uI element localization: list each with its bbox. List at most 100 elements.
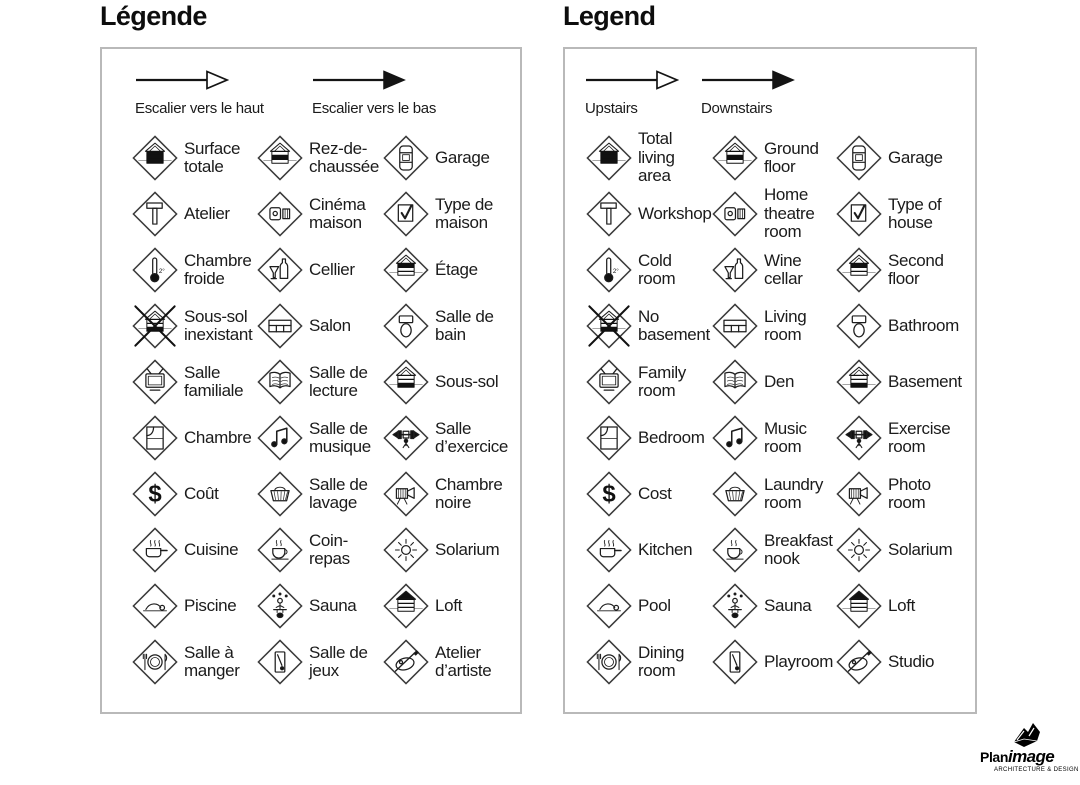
legend-item-label: Loft: [435, 595, 462, 615]
coffee-cup-icon: [257, 527, 303, 573]
dollar-icon: $: [132, 471, 178, 517]
legend-item: Salle d’exercice: [383, 410, 520, 466]
legend-item: Playroom: [712, 634, 836, 690]
legend-item-label: Cellier: [309, 259, 355, 279]
legend-item: Total living area: [586, 130, 712, 186]
legend-item-label: Living room: [764, 306, 807, 344]
svg-text:2°: 2°: [159, 268, 165, 275]
thermometer-icon: 2°: [586, 247, 632, 293]
stairs-up-arrow-block: Upstairs: [585, 69, 680, 117]
page-title-french: Légende: [100, 1, 207, 31]
legend-item-label: Cinéma maison: [309, 194, 366, 232]
legend-item: Atelier: [132, 186, 257, 242]
legend-item: Salle familiale: [132, 354, 257, 410]
movie-camera-icon: [836, 471, 882, 517]
legend-item-label: Chambre: [184, 427, 252, 447]
projector-icon: [257, 191, 303, 237]
legend-item: Étage: [383, 242, 520, 298]
legend-item-label: Laundry room: [764, 474, 823, 512]
legend-item-label: Exercise room: [888, 418, 951, 456]
sauna-icon: [257, 583, 303, 629]
legend-item-label: Total living area: [638, 129, 675, 186]
open-book-icon: [712, 359, 758, 405]
stairs-up-label: Escalier vers le haut: [135, 100, 264, 117]
stairs-down-arrow-block: Downstairs: [701, 69, 795, 117]
legend-item: Exercise room: [836, 410, 975, 466]
legend-item: Coin- repas: [257, 522, 383, 578]
bed-icon: [132, 415, 178, 461]
toilet-icon: [383, 303, 429, 349]
legend-item-label: Salle de jeux: [309, 642, 368, 680]
car-icon: [836, 135, 882, 181]
game-icon: [257, 639, 303, 685]
svg-text:2°: 2°: [613, 268, 619, 275]
house-ground-icon: [712, 135, 758, 181]
house-total-icon: [586, 135, 632, 181]
legend-item-label: Surface totale: [184, 138, 241, 176]
legend-item-label: Bathroom: [888, 315, 959, 335]
legend-item-label: Pool: [638, 595, 671, 615]
legend-item-label: Sous-sol inexistant: [184, 306, 253, 344]
legend-item: $ Coût: [132, 466, 257, 522]
music-notes-icon: [257, 415, 303, 461]
legend-item: Kitchen: [586, 522, 712, 578]
legend-item-label: Type de maison: [435, 194, 494, 232]
legend-item-label: Atelier: [184, 203, 230, 223]
tv-icon: [586, 359, 632, 405]
down-stairs-arrow-icon: [312, 70, 406, 95]
palette-icon: [383, 639, 429, 685]
legend-item: Salle de jeux: [257, 634, 383, 690]
legend-item-label: Cold room: [638, 250, 676, 288]
legend-item-label: Salle de musique: [309, 418, 371, 456]
house-basement-icon: [836, 359, 882, 405]
legend-item: Workshop: [586, 186, 712, 242]
planimage-logo: Planimage ARCHITECTURE & DESIGN: [980, 720, 1080, 782]
stairs-up-label: Upstairs: [585, 100, 638, 117]
legend-item-label: Loft: [888, 595, 915, 615]
palette-icon: [836, 639, 882, 685]
toilet-icon: [836, 303, 882, 349]
legend-item: Loft: [383, 578, 520, 634]
legend-item: Cinéma maison: [257, 186, 383, 242]
logo-word-image: image: [1007, 747, 1055, 766]
legend-item: Chambre: [132, 410, 257, 466]
logo-tagline: ARCHITECTURE & DESIGN: [994, 767, 1079, 773]
legend-item: Sous-sol inexistant: [132, 298, 257, 354]
legend-item: Sauna: [712, 578, 836, 634]
legend-item: Type of house: [836, 186, 975, 242]
legend-item-label: Den: [764, 371, 795, 391]
legend-item: Garage: [836, 130, 975, 186]
legend-item: Piscine: [132, 578, 257, 634]
legend-item: Surface totale: [132, 130, 257, 186]
legend-item: Music room: [712, 410, 836, 466]
legend-item-label: Garage: [435, 147, 490, 167]
legend-item: Sous-sol: [383, 354, 520, 410]
legend-item: Ground floor: [712, 130, 836, 186]
legend-item-label: Étage: [435, 259, 478, 279]
legend-item: Second floor: [836, 242, 975, 298]
legend-item-label: Sauna: [309, 595, 357, 615]
logo-word-plan: Plan: [980, 749, 1008, 765]
house-ground-icon: [257, 135, 303, 181]
legend-item-label: Wine cellar: [764, 250, 803, 288]
stairs-down-label: Downstairs: [701, 100, 773, 117]
legend-item-label: Solarium: [888, 539, 953, 559]
legend-item-label: Atelier d’artiste: [435, 642, 492, 680]
legend-item: Home theatre room: [712, 186, 836, 242]
legend-item-label: No basement: [638, 306, 710, 344]
legend-item: Dining room: [586, 634, 712, 690]
legend-item: Pool: [586, 578, 712, 634]
open-book-icon: [257, 359, 303, 405]
plate-cutlery-icon: [132, 639, 178, 685]
legend-item: Loft: [836, 578, 975, 634]
legend-item-label: Type of house: [888, 194, 942, 232]
legend-item: Type de maison: [383, 186, 520, 242]
legend-item-label: Coût: [184, 483, 219, 503]
legend-item-label: Salle de lavage: [309, 474, 368, 512]
sofa-icon: [257, 303, 303, 349]
house-loft-icon: [383, 583, 429, 629]
legend-item-label: Chambre noire: [435, 474, 503, 512]
sun-icon: [836, 527, 882, 573]
laundry-basket-icon: [257, 471, 303, 517]
